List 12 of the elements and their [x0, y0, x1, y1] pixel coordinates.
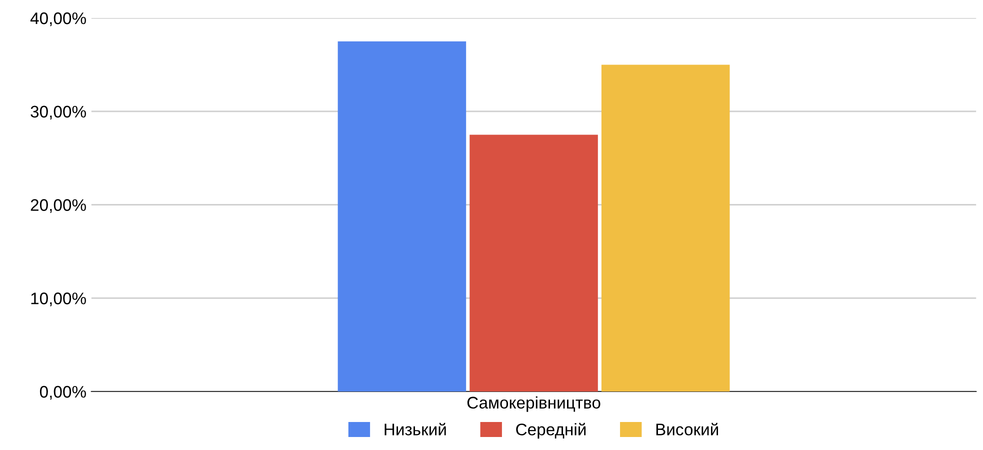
- bar: [470, 134, 598, 392]
- y-tick-label: 30,00%: [30, 106, 86, 120]
- y-tick-label: 0,00%: [40, 386, 86, 400]
- bar: [601, 64, 730, 392]
- y-tick-label: 20,00%: [30, 199, 86, 213]
- bar: [338, 41, 466, 392]
- legend-label: Низький: [384, 422, 446, 436]
- legend-label: Середній: [516, 422, 586, 439]
- y-tick-label: 10,00%: [31, 292, 86, 306]
- y-tick-label: 40,00%: [30, 12, 86, 26]
- legend-label: Високий: [656, 422, 718, 436]
- x-tick-label: Самокерівництво: [467, 396, 600, 412]
